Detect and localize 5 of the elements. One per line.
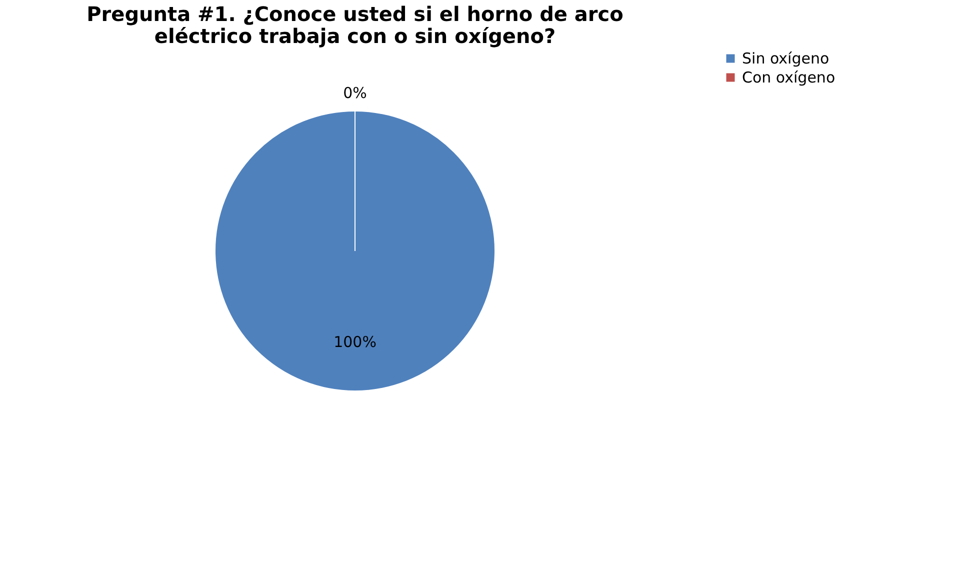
legend-label: Con oxígeno <box>742 68 836 86</box>
data-label: 100% <box>334 333 376 351</box>
chart-title: Pregunta #1. ¿Conoce usted si el horno de arco eléctrico trabaja con o sin oxígeno? <box>86 2 624 48</box>
legend-label: Sin oxígeno <box>742 50 830 68</box>
text: 0% <box>343 84 367 102</box>
